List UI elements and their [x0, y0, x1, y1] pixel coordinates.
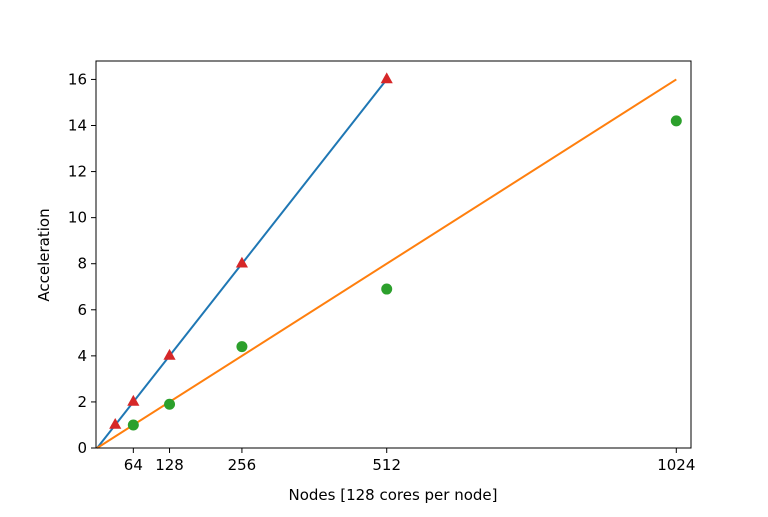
y-tick-label: 16 [68, 70, 87, 88]
y-tick-label: 2 [77, 393, 87, 411]
x-tick-label: 128 [155, 456, 184, 474]
plot-frame [95, 60, 692, 449]
series-3-circle-point [127, 419, 139, 431]
x-tick-label: 512 [372, 456, 401, 474]
y-tick-label: 14 [68, 117, 87, 135]
x-tick-label: 1024 [657, 456, 695, 474]
y-tick-label: 4 [77, 347, 87, 365]
series-3-circle-point [670, 115, 682, 127]
y-tick-label: 12 [68, 163, 87, 181]
x-tick-label: 64 [124, 456, 143, 474]
series-2-triangle-point [235, 256, 249, 268]
axis-layer: 64 128 256 512 1024 0 2 4 6 8 10 12 14 16 [68, 70, 695, 474]
y-axis-label: Acceleration [35, 208, 53, 301]
series-2-triangle-point [127, 394, 140, 406]
y-tick-label: 10 [68, 209, 87, 227]
series-3-circle-point [236, 341, 248, 353]
y-tick-label: 6 [77, 301, 87, 319]
series-2-triangle-point [109, 417, 122, 429]
series-3-circle-point [381, 283, 393, 295]
series-2-triangle-point [163, 348, 176, 360]
plot-background [96, 61, 691, 448]
x-tick-label: 256 [228, 456, 257, 474]
x-axis-label: Nodes [128 cores per node] [288, 486, 497, 504]
series-1-line [96, 78, 677, 449]
series-2-triangle-point [380, 72, 393, 84]
y-tick-label: 8 [77, 255, 87, 273]
y-tick-label: 0 [77, 439, 87, 457]
series-layer [96, 72, 682, 449]
series-3-circle-point [164, 398, 176, 410]
